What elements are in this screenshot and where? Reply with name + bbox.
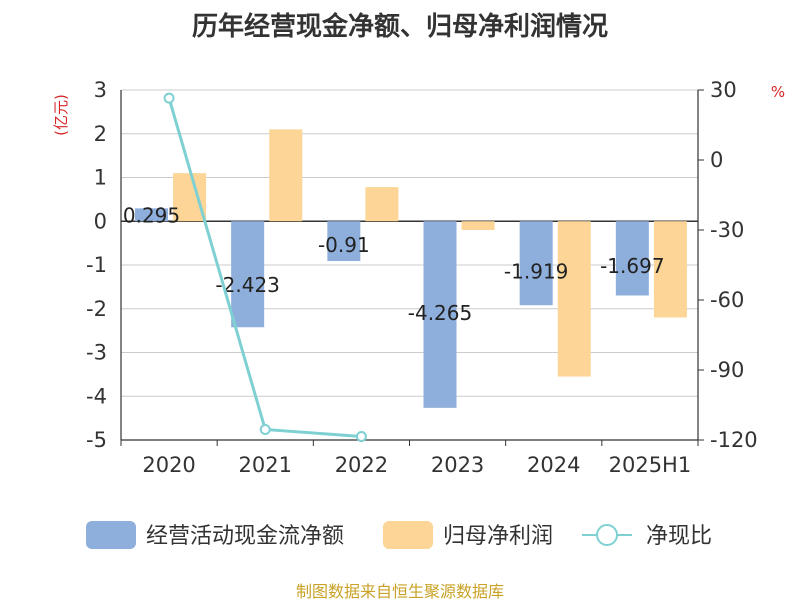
cash-flow-bar [135, 208, 168, 222]
cash-flow-bar [231, 221, 265, 328]
net-profit-bar [269, 129, 303, 222]
y-left-tick-label: -4 [86, 384, 107, 408]
cash-flow-data-label: -1.697 [600, 254, 664, 278]
x-tick-label: 2020 [142, 453, 195, 477]
net-profit-bar [173, 173, 207, 222]
legend-label: 经营活动现金流净额 [146, 524, 344, 549]
y-left-tick-label: 1 [94, 166, 107, 190]
legend-label: 归母净利润 [443, 524, 553, 549]
legend-label: 净现比 [646, 524, 712, 549]
y-left-tick-label: -1 [86, 253, 107, 277]
cash-flow-bar [327, 221, 361, 262]
y-right-tick-label: 0 [710, 148, 723, 172]
legend-swatch-net-cash-ratio-marker [596, 524, 618, 546]
y-right-tick-label: -120 [710, 428, 758, 452]
chart-title: 历年经营现金净额、归母净利润情况 [191, 12, 608, 42]
net-profit-bar [653, 221, 687, 318]
cash-flow-bar [615, 221, 649, 296]
x-tick-label: 2022 [335, 453, 388, 477]
net-profit-bar [365, 187, 399, 222]
net-cash-ratio-point [259, 424, 271, 435]
x-tick-label: 2021 [239, 453, 292, 477]
net-cash-ratio-line [167, 97, 362, 438]
y-left-tick-label: -3 [86, 341, 107, 365]
net-profit-bar [557, 221, 591, 377]
x-tick-label: 2024 [527, 453, 580, 477]
cash-flow-data-label: 0.295 [123, 203, 180, 227]
source-note: 制图数据来自恒生聚源数据库 [295, 582, 504, 601]
cash-flow-bar [519, 221, 553, 306]
y-left-axis-label: (亿元) [52, 94, 70, 136]
cash-flow-data-label: -0.91 [318, 233, 370, 257]
cash-flow-data-label: -1.919 [504, 260, 568, 284]
y-right-axis-label: % [771, 83, 785, 101]
cash-flow-data-label: -4.265 [408, 301, 472, 325]
y-right-tick-label: -60 [710, 288, 744, 312]
cash-flow-bar [423, 221, 457, 408]
y-left-tick-label: -5 [86, 428, 107, 452]
y-right-tick-label: -30 [710, 218, 744, 242]
y-right-tick-label: -90 [710, 358, 744, 382]
net-cash-ratio-point [163, 92, 175, 104]
y-left-tick-label: 2 [94, 122, 107, 146]
legend-swatch-cash-flow [86, 521, 136, 549]
y-right-tick-label: 30 [710, 78, 737, 102]
y-left-tick-label: -2 [86, 297, 107, 321]
net-profit-bar [461, 221, 495, 230]
net-cash-ratio-point [355, 431, 367, 442]
y-left-tick-label: 0 [94, 209, 107, 233]
legend-swatch-net-profit [383, 521, 433, 549]
y-left-tick-label: 3 [94, 78, 107, 102]
x-tick-label: 2025H1 [609, 453, 692, 477]
x-tick-label: 2023 [431, 453, 484, 477]
